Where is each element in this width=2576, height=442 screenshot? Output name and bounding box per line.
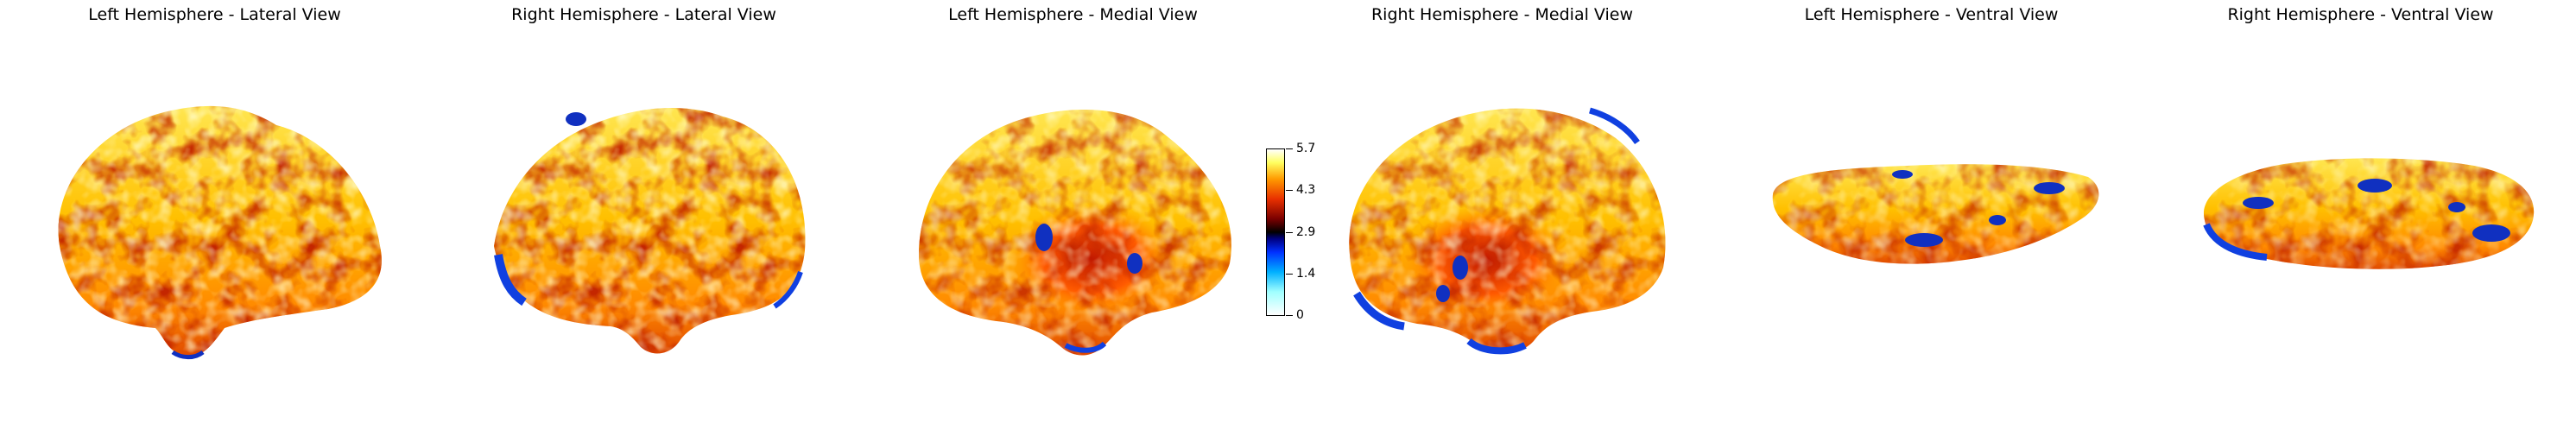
panel-title: Right Hemisphere - Medial View	[1370, 5, 1634, 24]
brain-surface-right-medial	[1349, 107, 1666, 355]
panel-title: Left Hemisphere - Ventral View	[1804, 5, 2059, 24]
panel-right-medial: Right Hemisphere - Medial View	[1288, 0, 1717, 442]
brain-surface-right-lateral	[494, 107, 806, 354]
colorbar-tick	[1286, 315, 1293, 316]
colorbar-tick-label: 2.9	[1296, 225, 1316, 239]
panel-title: Left Hemisphere - Lateral View	[88, 5, 341, 24]
panel-right-ventral: Right Hemisphere - Ventral View	[2146, 0, 2575, 442]
colorbar-tick-label: 5.7	[1296, 142, 1316, 155]
colorbar-tick	[1286, 190, 1293, 191]
panel-title: Right Hemisphere - Ventral View	[2227, 5, 2494, 24]
panel-title: Left Hemisphere - Medial View	[948, 5, 1198, 24]
panel-right-lateral: Right Hemisphere - Lateral View	[429, 0, 858, 442]
colorbar-tick	[1286, 148, 1293, 149]
colorbar-tick	[1286, 274, 1293, 275]
brain-surface-left-ventral	[1772, 164, 2099, 264]
panel-title: Right Hemisphere - Lateral View	[511, 5, 776, 24]
colorbar-tick-label: 1.4	[1296, 267, 1316, 281]
colorbar	[1266, 148, 1285, 316]
panel-left-medial: Left Hemisphere - Medial View	[858, 0, 1288, 442]
brain-surface-left-medial	[919, 110, 1231, 356]
colorbar-tick-label: 0	[1296, 308, 1304, 322]
panel-left-lateral: Left Hemisphere - Lateral View	[0, 0, 429, 442]
brain-surface-left-lateral	[58, 105, 382, 360]
brain-surface-right-ventral	[2203, 158, 2535, 269]
colorbar-tick	[1286, 232, 1293, 233]
panel-left-ventral: Left Hemisphere - Ventral View	[1717, 0, 2146, 442]
colorbar-tick-label: 4.3	[1296, 183, 1316, 197]
